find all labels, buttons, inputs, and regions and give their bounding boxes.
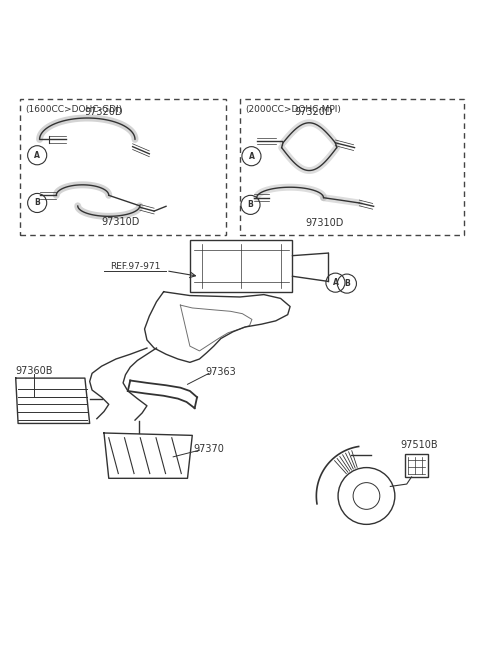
Text: 97363: 97363 [205,367,236,377]
Text: (1600CC>DOHC-GDI): (1600CC>DOHC-GDI) [25,105,122,114]
Text: 97510B: 97510B [400,440,438,450]
Bar [405,454,428,477]
Text: 97360B: 97360B [15,366,53,376]
Text: B: B [344,279,350,288]
Text: 97370: 97370 [193,443,225,454]
Bar [190,240,292,292]
Text: B: B [34,199,40,207]
Text: 97310D: 97310D [306,218,344,228]
Text: REF.97-971: REF.97-971 [110,262,160,272]
Text: (2000CC>DOHC-MPI): (2000CC>DOHC-MPI) [245,105,341,114]
Text: 97320D: 97320D [295,108,333,117]
Text: 97320D: 97320D [85,108,123,117]
Text: A: A [34,151,40,160]
Text: 97310D: 97310D [101,217,140,227]
Text: A: A [333,278,338,287]
Text: A: A [249,152,254,161]
Text: B: B [248,200,253,209]
